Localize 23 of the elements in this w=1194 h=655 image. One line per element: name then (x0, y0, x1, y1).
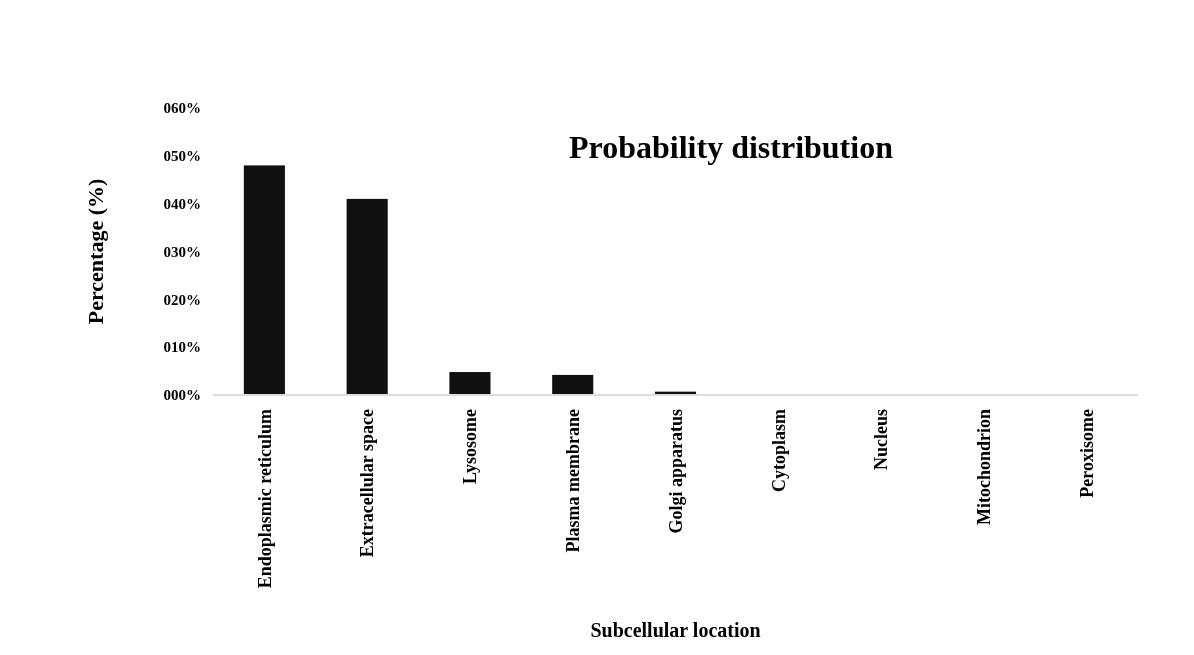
x-tick-label: Golgi apparatus (665, 409, 686, 534)
y-tick-label: 050% (163, 148, 201, 165)
x-axis-title: Subcellular location (590, 619, 761, 641)
x-tick-label: Lysosome (460, 409, 481, 485)
x-tick-label: Cytoplasm (768, 409, 789, 493)
y-tick-label: 010% (163, 339, 201, 356)
text: Probability distribution (569, 129, 894, 165)
y-axis-title: Percentage (%) (83, 178, 108, 325)
y-tick-label: 000% (163, 387, 201, 404)
x-tick-label: Mitochondrion (974, 409, 995, 526)
bar (346, 198, 388, 395)
y-tick-label: 040% (163, 195, 201, 212)
x-tick-label: Endoplasmic reticulum (254, 409, 275, 589)
y-tick-label: 020% (163, 291, 201, 308)
y-tick-label: 060% (163, 100, 201, 117)
x-tick-label: Peroxisome (1076, 408, 1097, 498)
x-tick-label: Plasma membrane (563, 409, 584, 553)
x-tick-label: Nucleus (871, 409, 892, 471)
bar (552, 374, 594, 395)
bar (243, 165, 285, 395)
y-tick-label: 030% (163, 243, 201, 260)
x-tick-label: Extracellular space (357, 408, 378, 558)
bar (449, 372, 491, 395)
